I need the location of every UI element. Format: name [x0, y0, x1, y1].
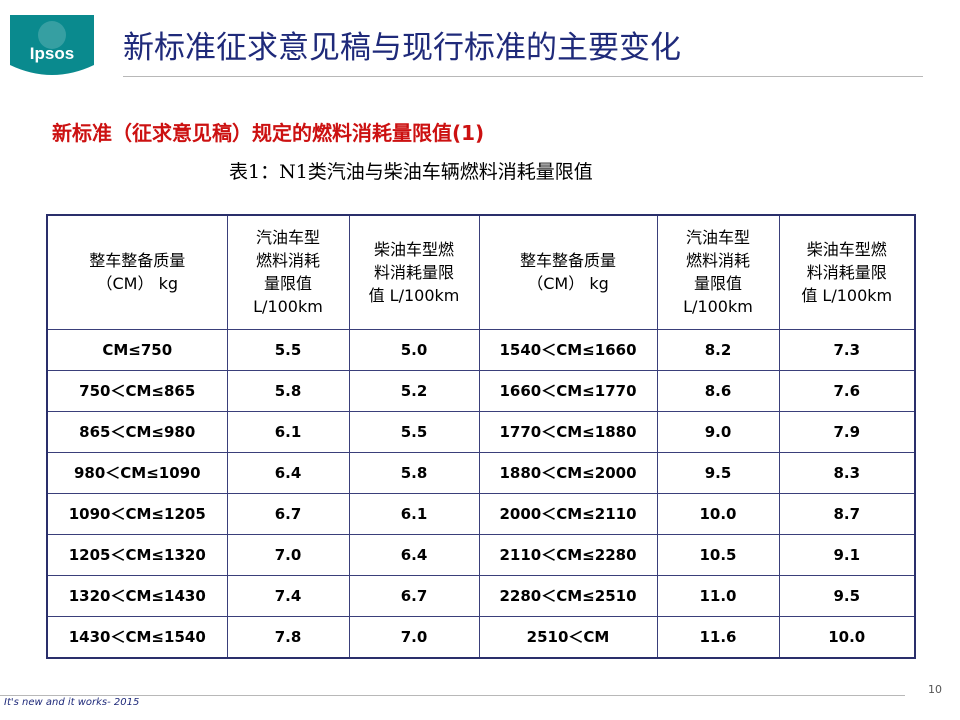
table-row: 1205＜CM≤1320 7.0 6.4 2110＜CM≤2280 10.5 9… [46, 533, 916, 576]
table-cell: 10.0 [778, 615, 916, 659]
table-cell: 1430＜CM≤1540 [46, 615, 228, 659]
table-cell: 5.5 [226, 328, 350, 371]
header-gasoline-left: 汽油车型 燃料消耗 量限值 L/100km [226, 214, 350, 330]
table-cell: 1205＜CM≤1320 [46, 533, 228, 576]
table-cell: 750＜CM≤865 [46, 369, 228, 412]
header-diesel-right: 柴油车型燃 料消耗量限 值 L/100km [778, 214, 916, 330]
header-mass-left: 整车整备质量 （CM） kg [46, 214, 228, 330]
table-cell: 865＜CM≤980 [46, 410, 228, 453]
table-cell: 8.6 [656, 369, 780, 412]
table-cell: 7.8 [226, 615, 350, 659]
table-cell: 6.4 [348, 533, 480, 576]
table-cell: 1090＜CM≤1205 [46, 492, 228, 535]
table-row: 1430＜CM≤1540 7.8 7.0 2510＜CM 11.6 10.0 [46, 615, 916, 659]
table-cell: 8.2 [656, 328, 780, 371]
table-cell: 980＜CM≤1090 [46, 451, 228, 494]
table-cell: 11.0 [656, 574, 780, 617]
table-cell: 7.0 [348, 615, 480, 659]
table-cell: 9.0 [656, 410, 780, 453]
fuel-limits-table: 整车整备质量 （CM） kg 汽油车型 燃料消耗 量限值 L/100km 柴油车… [46, 214, 916, 659]
table-cell: 2280＜CM≤2510 [478, 574, 658, 617]
table-cell: 5.5 [348, 410, 480, 453]
table-cell: 6.1 [226, 410, 350, 453]
table-row: CM≤750 5.5 5.0 1540＜CM≤1660 8.2 7.3 [46, 328, 916, 371]
table-cell: 6.7 [348, 574, 480, 617]
table-cell: 7.6 [778, 369, 916, 412]
footer-text: It's new and it works- 2015 [4, 697, 140, 708]
footer-divider [0, 695, 905, 696]
table-cell: CM≤750 [46, 328, 228, 371]
table-cell: 2110＜CM≤2280 [478, 533, 658, 576]
table-cell: 1770＜CM≤1880 [478, 410, 658, 453]
table-cell: 5.0 [348, 328, 480, 371]
table-cell: 5.2 [348, 369, 480, 412]
table-cell: 2000＜CM≤2110 [478, 492, 658, 535]
logo-text: Ipsos [30, 44, 74, 63]
table-cell: 1880＜CM≤2000 [478, 451, 658, 494]
table-cell: 2510＜CM [478, 615, 658, 659]
table-cell: 9.5 [656, 451, 780, 494]
table-cell: 11.6 [656, 615, 780, 659]
table-cell: 6.4 [226, 451, 350, 494]
ipsos-logo-mark: Ipsos [10, 15, 94, 75]
table-cell: 5.8 [226, 369, 350, 412]
table-cell: 10.5 [656, 533, 780, 576]
table-cell: 1540＜CM≤1660 [478, 328, 658, 371]
title-divider [123, 76, 923, 77]
table-cell: 7.9 [778, 410, 916, 453]
table-cell: 7.0 [226, 533, 350, 576]
table-row: 750＜CM≤865 5.8 5.2 1660＜CM≤1770 8.6 7.6 [46, 369, 916, 412]
table-cell: 1660＜CM≤1770 [478, 369, 658, 412]
table-cell: 9.5 [778, 574, 916, 617]
header-mass-right: 整车整备质量 （CM） kg [478, 214, 658, 330]
table-row: 1320＜CM≤1430 7.4 6.7 2280＜CM≤2510 11.0 9… [46, 574, 916, 617]
table-cell: 5.8 [348, 451, 480, 494]
table-cell: 8.7 [778, 492, 916, 535]
table-cell: 9.1 [778, 533, 916, 576]
table-row: 1090＜CM≤1205 6.7 6.1 2000＜CM≤2110 10.0 8… [46, 492, 916, 535]
ipsos-logo: Ipsos [10, 15, 94, 79]
table-caption: 表1：N1类汽油与柴油车辆燃料消耗量限值 [229, 161, 593, 183]
table-row: 980＜CM≤1090 6.4 5.8 1880＜CM≤2000 9.5 8.3 [46, 451, 916, 494]
table-cell: 6.1 [348, 492, 480, 535]
table-cell: 10.0 [656, 492, 780, 535]
table-cell: 8.3 [778, 451, 916, 494]
table-cell: 6.7 [226, 492, 350, 535]
header-gasoline-right: 汽油车型 燃料消耗 量限值 L/100km [656, 214, 780, 330]
table-cell: 7.3 [778, 328, 916, 371]
page-number: 10 [928, 683, 942, 696]
header-diesel-left: 柴油车型燃 料消耗量限 值 L/100km [348, 214, 480, 330]
table-cell: 7.4 [226, 574, 350, 617]
table-cell: 1320＜CM≤1430 [46, 574, 228, 617]
section-subtitle: 新标准（征求意见稿）规定的燃料消耗量限值(1) [52, 121, 485, 145]
table-row: 865＜CM≤980 6.1 5.5 1770＜CM≤1880 9.0 7.9 [46, 410, 916, 453]
table-header-row: 整车整备质量 （CM） kg 汽油车型 燃料消耗 量限值 L/100km 柴油车… [46, 214, 916, 330]
page-title: 新标准征求意见稿与现行标准的主要变化 [123, 30, 681, 66]
